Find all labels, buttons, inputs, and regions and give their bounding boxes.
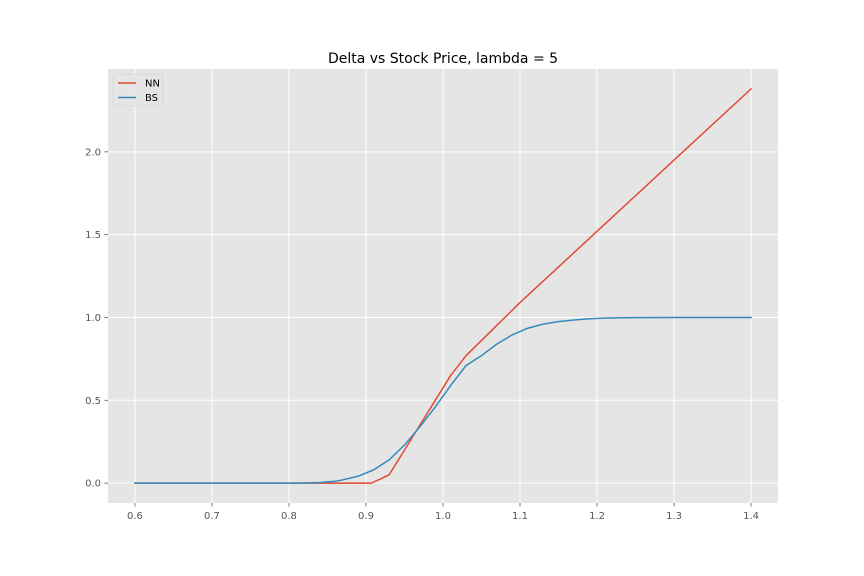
tick-labels: 0.6 0.7 0.8 0.9 1.0 1.1 1.2 1.3 1.4 0.0 0.5 1.0 1.5 2… — [85, 147, 759, 522]
series-line-bs — [134, 316, 752, 484]
tick-label-y: 0.5 — [85, 396, 101, 407]
tick-label-y: 2.0 — [85, 147, 101, 158]
tick-label-x: 1.2 — [589, 511, 605, 522]
tick-label-x: 0.6 — [127, 511, 143, 522]
tick-label-x: 0.8 — [281, 511, 297, 522]
tick-label-x: 1.4 — [743, 511, 759, 522]
tick-label-y: 1.5 — [85, 230, 101, 241]
series-lines — [134, 87, 753, 484]
tick-label-y: 0.0 — [85, 479, 101, 490]
chart-title: Delta vs Stock Price, lambda = 5 — [328, 51, 558, 67]
legend: NN BS — [112, 73, 164, 107]
tick-label-x: 0.9 — [358, 511, 374, 522]
tick-label-x: 1.0 — [435, 511, 451, 522]
tick-label-x: 1.3 — [666, 511, 682, 522]
tick-label-y: 1.0 — [85, 313, 101, 324]
tick-label-x: 1.1 — [512, 511, 528, 522]
grid — [108, 69, 778, 503]
legend-label-bs: BS — [145, 93, 158, 104]
legend-label-nn: NN — [145, 79, 160, 90]
tick-label-x: 0.7 — [204, 511, 220, 522]
